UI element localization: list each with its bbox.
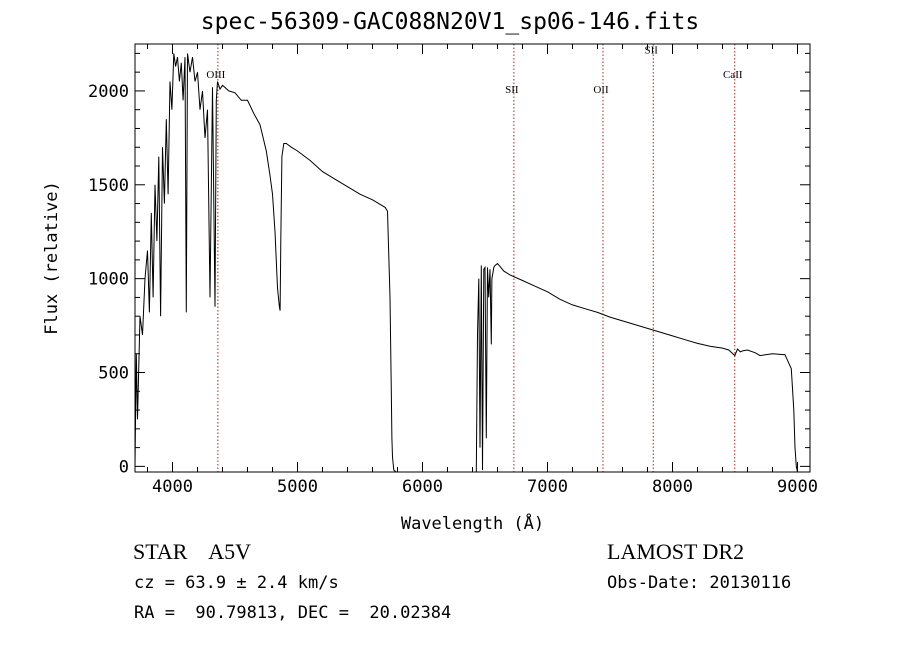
x-tick-label-5000: 5000 bbox=[277, 477, 318, 497]
x-tick-label-9000: 9000 bbox=[777, 477, 818, 497]
plot-frame bbox=[134, 43, 811, 473]
line-marker-label-3: SII bbox=[645, 44, 659, 56]
y-tick-label-0: 0 bbox=[119, 457, 129, 477]
y-tick-label-500: 500 bbox=[98, 364, 129, 384]
coordinates-line: RA = 90.79813, DEC = 20.02384 bbox=[134, 603, 452, 623]
x-tick-label-6000: 6000 bbox=[402, 477, 443, 497]
x-axis-label: Wavelength (Å) bbox=[401, 512, 544, 534]
observation-date: Obs-Date: 20130116 bbox=[607, 573, 792, 593]
line-marker-label-0: OIII bbox=[206, 69, 225, 81]
x-tick-label-4000: 4000 bbox=[152, 477, 193, 497]
line-marker-label-2: OII bbox=[593, 84, 609, 96]
survey-name: LAMOST DR2 bbox=[607, 539, 745, 564]
chart-title: spec-56309-GAC088N20V1_sp06-146.fits bbox=[200, 9, 700, 35]
line-marker-label-4: CaII bbox=[723, 69, 743, 81]
x-tick-label-8000: 8000 bbox=[652, 477, 693, 497]
object-class-line: STAR A5V bbox=[133, 539, 252, 564]
line-marker-label-1: SII bbox=[505, 84, 519, 96]
x-tick-label-7000: 7000 bbox=[527, 477, 568, 497]
y-tick-label-1000: 1000 bbox=[88, 270, 129, 290]
emission-line-markers: OIII SII OII SII CaII bbox=[206, 44, 743, 472]
y-tick-label-1500: 1500 bbox=[88, 176, 129, 196]
y-axis-label: Flux (relative) bbox=[42, 181, 62, 335]
spectrum-series-line bbox=[134, 53, 798, 473]
y-tick-label-2000: 2000 bbox=[88, 82, 129, 102]
redshift-line: cz = 63.9 ± 2.4 km/s bbox=[134, 573, 339, 593]
axis-ticks: 4000 5000 6000 7000 8000 9000 0 500 1000 1500 2000 bbox=[88, 44, 818, 497]
